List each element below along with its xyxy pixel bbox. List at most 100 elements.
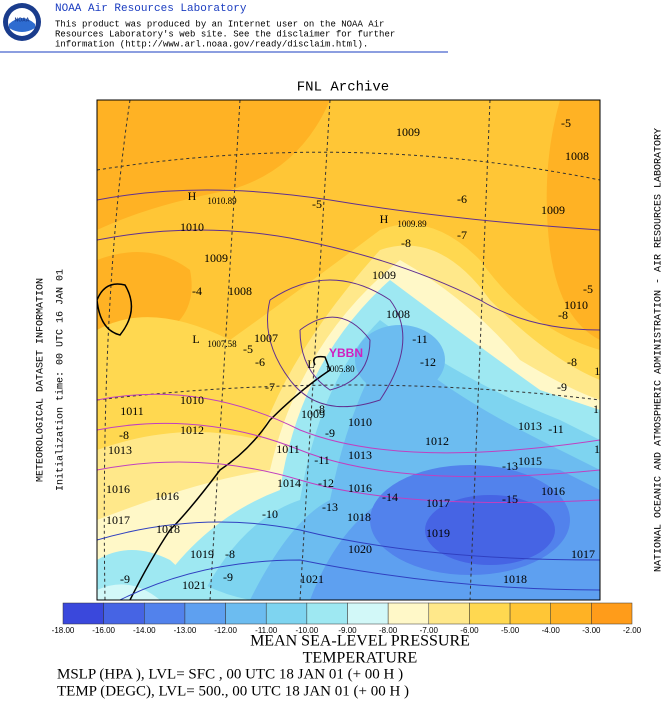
contour-label: -9 xyxy=(325,426,335,440)
contour-label: 1009 xyxy=(301,407,325,421)
colorbar-label: -4.00 xyxy=(542,626,561,635)
contour-label: -12 xyxy=(318,476,334,490)
contour xyxy=(299,316,371,391)
contour-label: 1009 xyxy=(204,251,228,265)
colorbar-label: -14.00 xyxy=(133,626,156,635)
colorbar-label: -11.00 xyxy=(255,626,278,635)
disclaimer: This product was produced by an Internet… xyxy=(55,19,384,29)
coastline xyxy=(97,283,331,600)
contour-label: 1010 xyxy=(180,393,204,407)
contour-label: 1010.89 xyxy=(207,196,237,206)
contour-label: 1007.58 xyxy=(207,339,237,349)
contour-label: -8 xyxy=(567,355,577,369)
contour-label: -12 xyxy=(420,355,436,369)
footer-title: TEMPERATURE xyxy=(303,650,418,667)
org: NOAA Air Resources Laboratory xyxy=(55,3,247,15)
field xyxy=(97,252,192,340)
colorbar-label: -7.00 xyxy=(420,626,439,635)
colorbar-label: -5.00 xyxy=(501,626,520,635)
contour-label: 1007 xyxy=(254,331,278,345)
contour-label: 1018 xyxy=(503,572,527,586)
contour-label: 1021 xyxy=(182,578,206,592)
contour-label: 1013 xyxy=(518,419,542,433)
contour-label: -11 xyxy=(412,332,428,346)
contour-label: -15 xyxy=(502,492,518,506)
contour-label: 1018 xyxy=(347,510,371,524)
colorbar-swatch xyxy=(347,602,389,625)
contour-label: 1011 xyxy=(276,442,300,456)
contour-label: H xyxy=(188,189,197,203)
contour-label: -5 xyxy=(583,282,593,296)
colorbar-label: -6.00 xyxy=(460,626,479,635)
contour xyxy=(267,279,404,408)
contour-label: 1017 xyxy=(426,496,450,510)
station: YBBN xyxy=(329,346,363,360)
contour-label: 1008 xyxy=(565,149,589,163)
contour-label: 1008 xyxy=(228,284,252,298)
colorbar-label: -2.00 xyxy=(623,626,642,635)
contour-label: 1009 xyxy=(372,268,396,282)
contour-label: 1012 xyxy=(425,434,449,448)
colorbar-swatch xyxy=(550,602,592,625)
contour-label: -8 xyxy=(401,236,411,250)
field xyxy=(546,100,600,340)
contour-label: -13 xyxy=(502,459,518,473)
contour-label: 1013 xyxy=(348,448,372,462)
contour-label: 1009.89 xyxy=(397,219,427,229)
contour-label: L xyxy=(192,332,199,346)
contour-label: -11 xyxy=(548,422,564,436)
colorbar-label: -10.00 xyxy=(296,626,319,635)
colorbar-label: -18.00 xyxy=(52,626,75,635)
field xyxy=(97,584,160,600)
contour xyxy=(97,521,600,561)
contour-label: 1010 xyxy=(348,415,372,429)
contour-label: 1012 xyxy=(180,423,204,437)
field xyxy=(97,100,330,230)
colorbar-swatch xyxy=(265,602,308,625)
contour-label: 1016 xyxy=(348,481,372,495)
contour-label: -6 xyxy=(457,192,467,206)
contour-label: -5 xyxy=(561,116,571,130)
contour-label: 1021 xyxy=(300,572,324,586)
contour xyxy=(97,189,600,231)
contour-label: -8 xyxy=(558,308,568,322)
contour xyxy=(97,422,600,478)
contour-label: 1015 xyxy=(518,454,542,468)
contour-label: -5 xyxy=(243,342,253,356)
contour xyxy=(97,229,600,331)
disclaimer: information (http://www.arl.noaa.gov/rea… xyxy=(55,39,368,49)
contour-label: 1019 xyxy=(190,547,214,561)
colorbar-label: -16.00 xyxy=(92,626,115,635)
colorbar-label: -12.00 xyxy=(214,626,237,635)
side-label: METEOROLOGICAL DATASET INFORMATION xyxy=(36,278,47,482)
contour-label: 1014 xyxy=(594,442,618,456)
contour-label: L xyxy=(307,357,314,371)
contour-label: 1013 xyxy=(108,443,132,457)
contour-label: -6 xyxy=(255,355,265,369)
colorbar-swatch xyxy=(225,602,267,625)
contour-label: -7 xyxy=(457,228,467,242)
colorbar-label: -8.00 xyxy=(379,626,398,635)
contour-label: 1016 xyxy=(541,484,565,498)
contour-label: -11 xyxy=(314,453,330,467)
contour-label: -8 xyxy=(119,428,129,442)
contour-label: 1010 xyxy=(564,298,588,312)
footer-info: TEMP (DEGC), LVL= 500., 00 UTC 18 JAN 01… xyxy=(57,683,409,699)
contour-label: 1020 xyxy=(348,542,372,556)
contour-label: 1014 xyxy=(277,476,301,490)
contour-label: -9 xyxy=(557,380,567,394)
contour-label: 1009 xyxy=(541,203,565,217)
colorbar-swatch xyxy=(144,602,186,625)
contour-label: 1018 xyxy=(156,522,180,536)
contour-label: 1012 xyxy=(593,402,617,416)
logo-text: NOAA xyxy=(15,17,30,23)
colorbar-label: -3.00 xyxy=(582,626,601,635)
contour-label: 1008 xyxy=(386,307,410,321)
contour-label: -4 xyxy=(192,284,202,298)
footer-title: MEAN SEA-LEVEL PRESSURE xyxy=(250,633,470,650)
contour-label: -7 xyxy=(602,351,612,365)
colorbar-label: -9.00 xyxy=(338,626,357,635)
colorbar-swatch xyxy=(428,602,470,625)
